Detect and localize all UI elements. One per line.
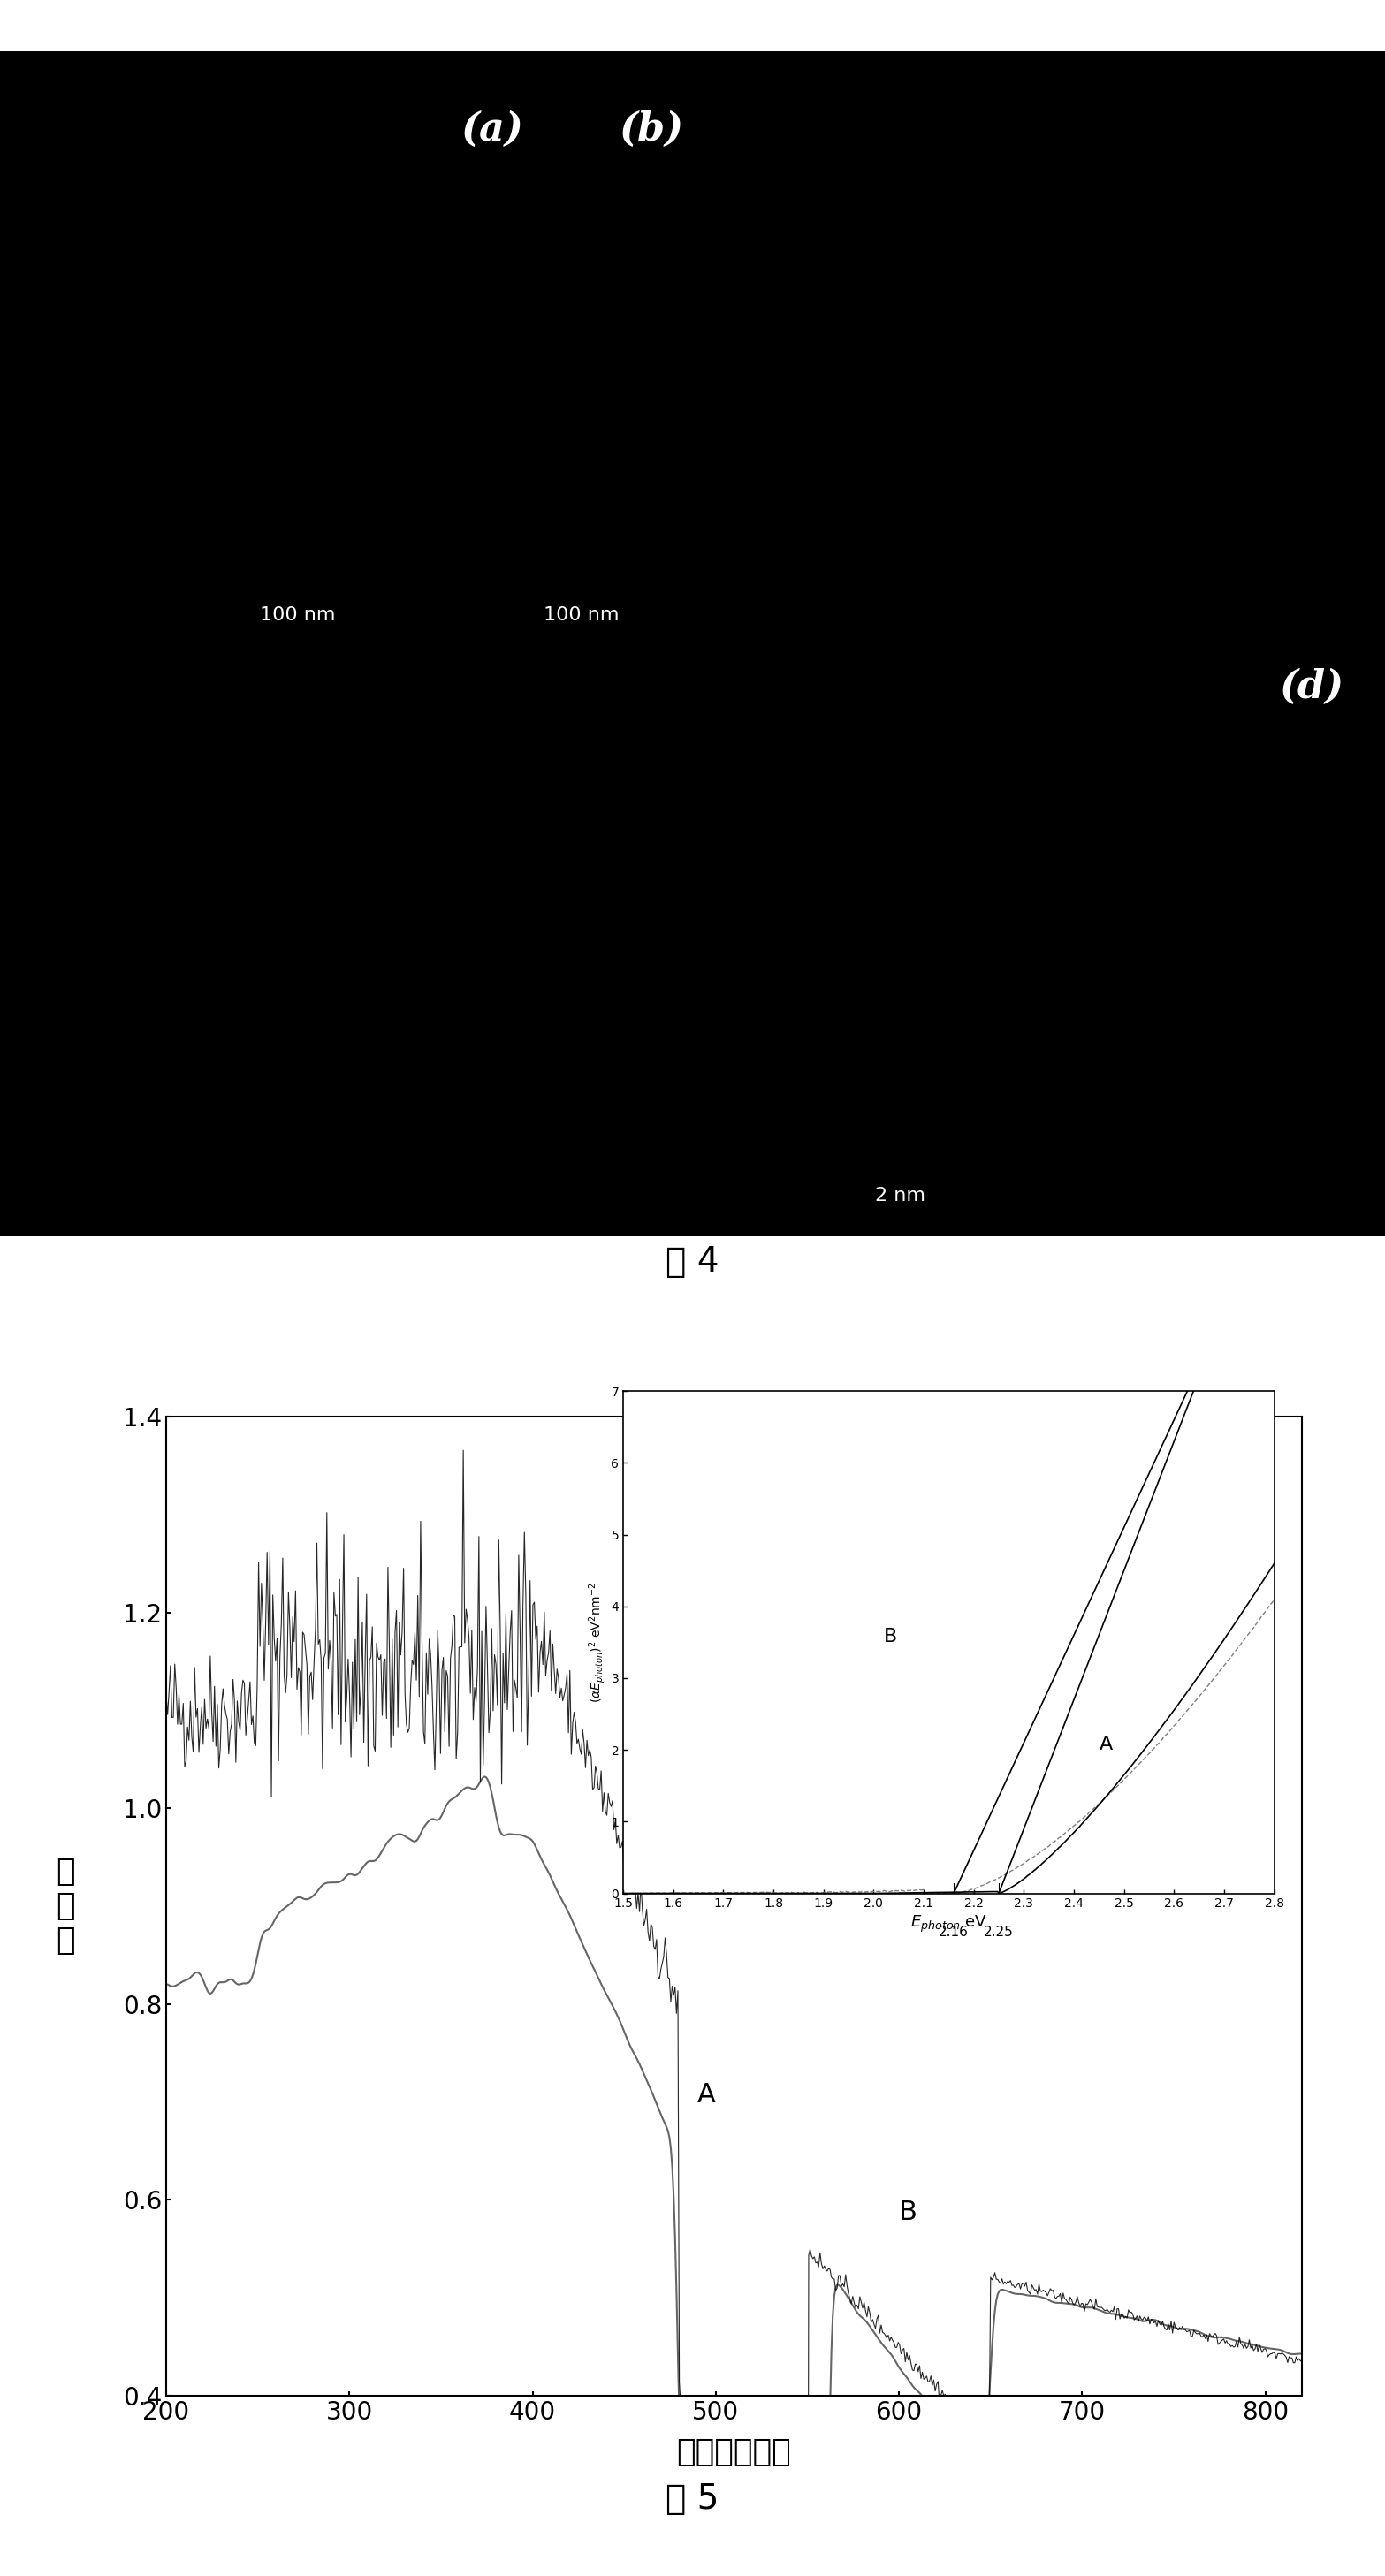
Text: (a): (a) — [460, 111, 524, 149]
Text: 100 nm: 100 nm — [544, 605, 619, 623]
Text: A: A — [698, 2081, 716, 2107]
Text: 100 nm: 100 nm — [260, 605, 335, 623]
Text: (b): (b) — [619, 111, 683, 149]
Y-axis label: 吸
光
度: 吸 光 度 — [57, 1857, 75, 1955]
Text: (c): (c) — [468, 667, 529, 706]
Text: 2.25: 2.25 — [983, 1927, 1014, 1940]
X-axis label: 波长（纳米）: 波长（纳米） — [677, 2437, 791, 2468]
Text: 图 4: 图 4 — [666, 1244, 719, 1280]
Text: B: B — [884, 1628, 897, 1646]
Text: B: B — [899, 2200, 917, 2226]
Text: (d): (d) — [1278, 667, 1343, 706]
Text: A: A — [1098, 1736, 1112, 1754]
Text: 图 5: 图 5 — [666, 2481, 719, 2517]
Text: 2 nm: 2 nm — [875, 1188, 925, 1206]
Text: 0.2 μm: 0.2 μm — [55, 1188, 125, 1206]
Y-axis label: $(\alpha E_{photon})^2$ eV$^2$nm$^{-2}$: $(\alpha E_{photon})^2$ eV$^2$nm$^{-2}$ — [587, 1582, 608, 1703]
Text: 2.16: 2.16 — [939, 1927, 968, 1940]
X-axis label: $E_{photon}$ eV: $E_{photon}$ eV — [910, 1914, 988, 1935]
